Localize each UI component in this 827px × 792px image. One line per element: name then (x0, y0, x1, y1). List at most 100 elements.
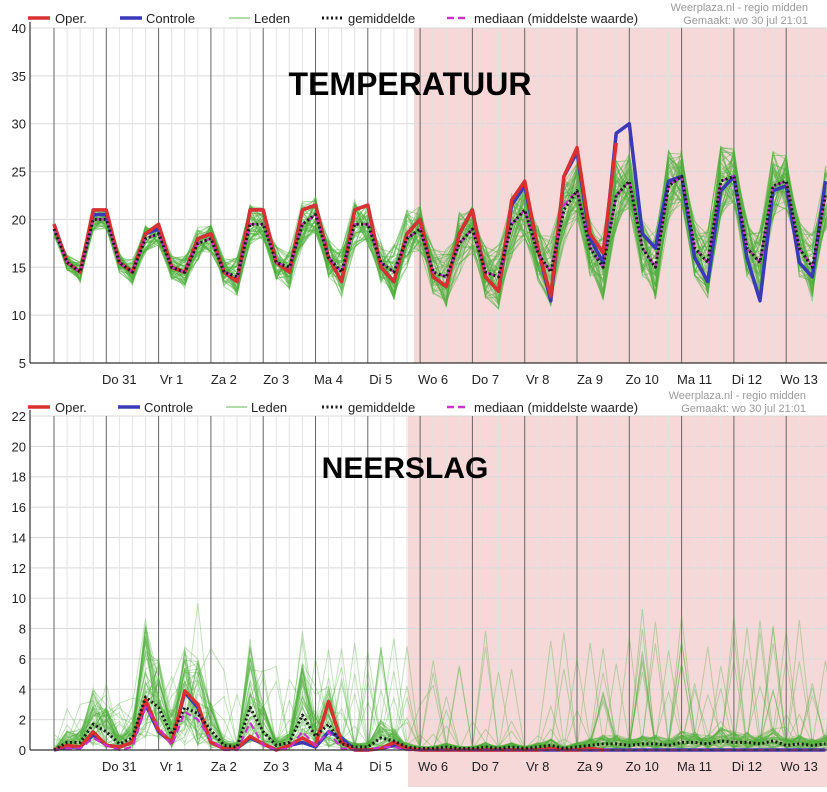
ensemble-member-line (53, 154, 827, 301)
legend-leden-label: Leden (254, 11, 290, 26)
ensemble-member-line (53, 148, 827, 296)
source-label: Weerplaza.nl - regio midden (669, 390, 806, 402)
legend-mediaan-label: mediaan (middelste waarde) (474, 400, 638, 415)
legend-gemiddelde-label: gemiddelde (348, 400, 415, 415)
legend: Oper. Controle Leden gemiddelde mediaan … (28, 11, 638, 26)
ensemble-member-line (53, 172, 827, 303)
ensemble-member-line (53, 648, 827, 751)
ensemble-member-line (53, 653, 827, 751)
legend-oper-label: Oper. (55, 400, 87, 415)
y-tick-label: 25 (12, 165, 26, 180)
ensemble-member-line (53, 656, 827, 751)
y-tick-label: 12 (12, 561, 26, 576)
ensemble-member-line (53, 145, 827, 306)
ensemble-member-line (53, 641, 827, 751)
ensemble-member-line (53, 620, 827, 751)
y-tick-label: 2 (19, 713, 26, 728)
ensemble-member-line (53, 659, 827, 751)
y-tick-label: 16 (12, 500, 26, 515)
ensemble-member-line (53, 149, 827, 303)
ensemble-member-line (53, 659, 827, 751)
ensemble-member-line (53, 145, 827, 307)
ensemble-member-line (53, 632, 827, 751)
x-tick-label: Za 2 (211, 759, 237, 774)
source-label: Weerplaza.nl - regio midden (671, 2, 808, 14)
x-tick-label: Ma 11 (677, 759, 712, 774)
ensemble-member-line (53, 618, 827, 751)
x-tick-label: Vr 1 (160, 372, 183, 387)
ensemble-member-line (53, 642, 827, 751)
x-tick-label: Do 31 (102, 372, 137, 387)
y-tick-label: 4 (19, 682, 26, 697)
x-tick-label: Za 9 (577, 759, 603, 774)
ensemble-member-line (53, 151, 827, 294)
y-tick-label: 35 (12, 69, 26, 84)
ensemble-member-line (53, 165, 827, 307)
ensemble-member-line (53, 638, 827, 751)
y-tick-label: 10 (12, 591, 26, 606)
ensemble-member-line (53, 157, 827, 299)
ensemble-member-line (53, 667, 827, 751)
x-tick-label: Zo 3 (263, 759, 289, 774)
ensemble-member-line (53, 615, 827, 751)
x-tick-label: Vr 8 (526, 372, 549, 387)
x-tick-label: Di 5 (369, 372, 392, 387)
y-tick-label: 8 (19, 622, 26, 637)
ensemble-member-line (53, 650, 827, 751)
series-line-oper (52, 142, 618, 298)
ensemble-member-line (53, 615, 827, 751)
x-tick-label: Do 7 (472, 372, 499, 387)
y-tick-label: 6 (19, 652, 26, 667)
uncertainty-shade (414, 28, 827, 363)
x-tick-label: Do 7 (472, 759, 499, 774)
y-tick-label: 20 (12, 212, 26, 227)
ensemble-member-line (53, 603, 827, 751)
chart-title: TEMPERATUUR (289, 66, 532, 102)
legend-gemiddelde-label: gemiddelde (348, 11, 415, 26)
x-tick-label: Ma 4 (314, 759, 343, 774)
made-label: Gemaakt: wo 30 jul 21:01 (681, 403, 806, 415)
ensemble-member-line (53, 630, 827, 751)
legend: Oper. Controle Leden gemiddelde mediaan … (28, 400, 638, 415)
x-tick-label: Wo 6 (418, 759, 448, 774)
y-tick-label: 18 (12, 470, 26, 485)
x-tick-label: Di 12 (732, 372, 762, 387)
legend-leden-label: Leden (251, 400, 287, 415)
legend-oper-label: Oper. (55, 11, 87, 26)
series-line-gemiddelde (53, 695, 826, 752)
x-tick-label: Ma 11 (677, 372, 712, 387)
legend-mediaan-label: mediaan (middelste waarde) (474, 11, 638, 26)
x-tick-label: Di 5 (369, 759, 392, 774)
chart-title: NEERSLAG (322, 452, 489, 485)
ensemble-member-line (53, 650, 827, 751)
x-tick-label: Za 2 (211, 372, 237, 387)
x-tick-label: Di 12 (732, 759, 762, 774)
ensemble-member-line (53, 152, 827, 311)
x-tick-label: Wo 13 (781, 372, 818, 387)
y-tick-label: 30 (12, 117, 26, 132)
y-tick-label: 40 (12, 21, 26, 36)
x-tick-label: Vr 1 (160, 759, 183, 774)
y-tick-label: 5 (19, 356, 26, 371)
y-tick-label: 0 (19, 743, 26, 758)
series-line-gemiddelde (52, 174, 827, 279)
ensemble-member-line (53, 679, 827, 751)
y-tick-label: 10 (12, 308, 26, 323)
x-tick-label: Wo 13 (781, 759, 818, 774)
x-tick-label: Za 9 (577, 372, 603, 387)
y-tick-label: 20 (12, 439, 26, 454)
legend-controle-label: Controle (146, 11, 195, 26)
x-tick-label: Wo 6 (418, 372, 448, 387)
x-tick-label: Zo 3 (263, 372, 289, 387)
y-tick-label: 22 (12, 409, 26, 424)
x-tick-label: Zo 10 (626, 759, 659, 774)
y-tick-label: 15 (12, 260, 26, 275)
y-tick-label: 14 (12, 530, 26, 545)
x-tick-label: Ma 4 (314, 372, 343, 387)
temperature-chart: 5 10 15 20 25 30 35 40 Do 31 Vr 1 Za 2 Zo 3 Ma 4 Di 5… (12, 2, 827, 387)
x-tick-label: Vr 8 (526, 759, 549, 774)
precipitation-chart: 0 2 4 6 8 10 12 14 16 18 20 22 Do 31 Vr 1 Za 2 Zo 3 Ma 4… (12, 390, 827, 787)
legend-controle-label: Controle (144, 400, 193, 415)
ensemble-member-line (53, 650, 827, 751)
